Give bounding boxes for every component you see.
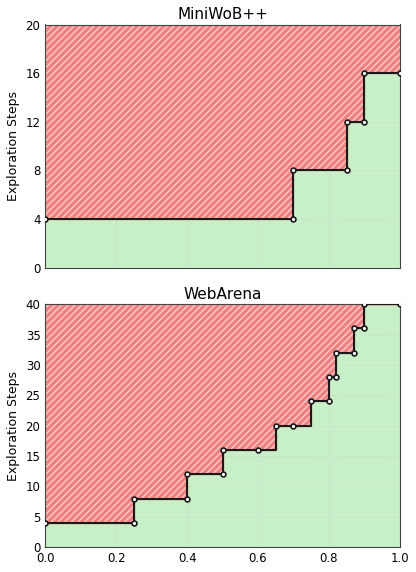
Title: MiniWoB++: MiniWoB++ — [177, 7, 268, 22]
Y-axis label: Exploration Steps: Exploration Steps — [7, 371, 20, 480]
Polygon shape — [45, 25, 400, 219]
Y-axis label: Exploration Steps: Exploration Steps — [7, 91, 20, 201]
Polygon shape — [45, 304, 400, 523]
Title: WebArena: WebArena — [183, 287, 262, 301]
